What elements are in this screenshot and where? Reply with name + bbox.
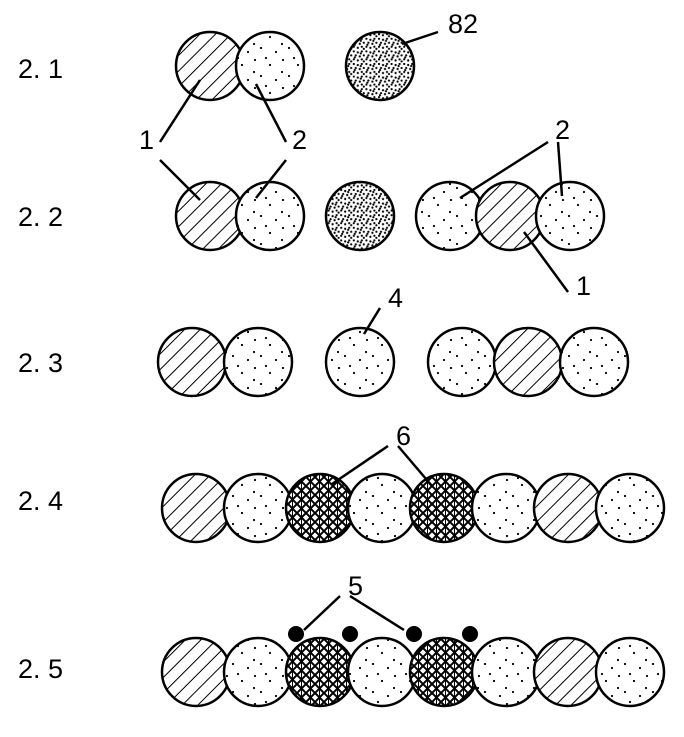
row2-circle-3 <box>416 182 484 250</box>
leader-1a_down <box>160 160 200 200</box>
row4-circle-4 <box>410 474 478 542</box>
row4-circle-3 <box>348 474 416 542</box>
row4-circle-0 <box>162 474 230 542</box>
row4-circle-7 <box>596 474 664 542</box>
callout-2a: 2 <box>292 125 307 156</box>
row-label-3: 2. 3 <box>18 348 63 379</box>
row-label-5: 2. 5 <box>18 654 63 685</box>
row5-small-dot-3 <box>462 626 478 642</box>
row-label-2: 2. 2 <box>18 202 63 233</box>
row5-circle-0 <box>162 638 230 706</box>
row3-circle-2 <box>326 328 394 396</box>
row2-circle-1 <box>236 182 304 250</box>
row2-circle-0 <box>176 182 244 250</box>
row5-small-dot-1 <box>342 626 358 642</box>
row3-circle-1 <box>224 328 292 396</box>
diagram-canvas <box>0 0 684 737</box>
callout-2b: 2 <box>555 115 570 146</box>
row-label-1: 2. 1 <box>18 54 63 85</box>
row2-circle-4 <box>476 182 544 250</box>
callout-1a: 1 <box>139 125 154 156</box>
row1-circle-1 <box>236 32 304 100</box>
row4-circle-6 <box>534 474 602 542</box>
callout-1b: 1 <box>576 271 591 302</box>
row3-circle-0 <box>158 328 226 396</box>
row5-small-dot-2 <box>406 626 422 642</box>
row4-circle-1 <box>224 474 292 542</box>
row5-circle-7 <box>596 638 664 706</box>
row5-circle-6 <box>534 638 602 706</box>
callout-5: 5 <box>348 571 363 602</box>
row2-circle-5 <box>536 182 604 250</box>
row5-small-dot-0 <box>288 626 304 642</box>
row4-circle-2 <box>286 474 354 542</box>
leader-1a_up <box>160 80 200 142</box>
row3-circle-3 <box>428 328 496 396</box>
callout-6: 6 <box>396 421 411 452</box>
row2-circle-2 <box>326 182 394 250</box>
row4-circle-5 <box>472 474 540 542</box>
callout-82: 82 <box>448 9 478 40</box>
row1-circle-0 <box>176 32 244 100</box>
leader-5_l <box>304 596 340 630</box>
row5-circle-3 <box>348 638 416 706</box>
leader-82 <box>402 32 438 44</box>
row3-circle-5 <box>560 328 628 396</box>
row5-circle-2 <box>286 638 354 706</box>
row5-circle-5 <box>472 638 540 706</box>
row-label-4: 2. 4 <box>18 486 63 517</box>
row3-circle-4 <box>494 328 562 396</box>
row5-circle-4 <box>410 638 478 706</box>
row5-circle-1 <box>224 638 292 706</box>
callout-4: 4 <box>388 283 403 314</box>
